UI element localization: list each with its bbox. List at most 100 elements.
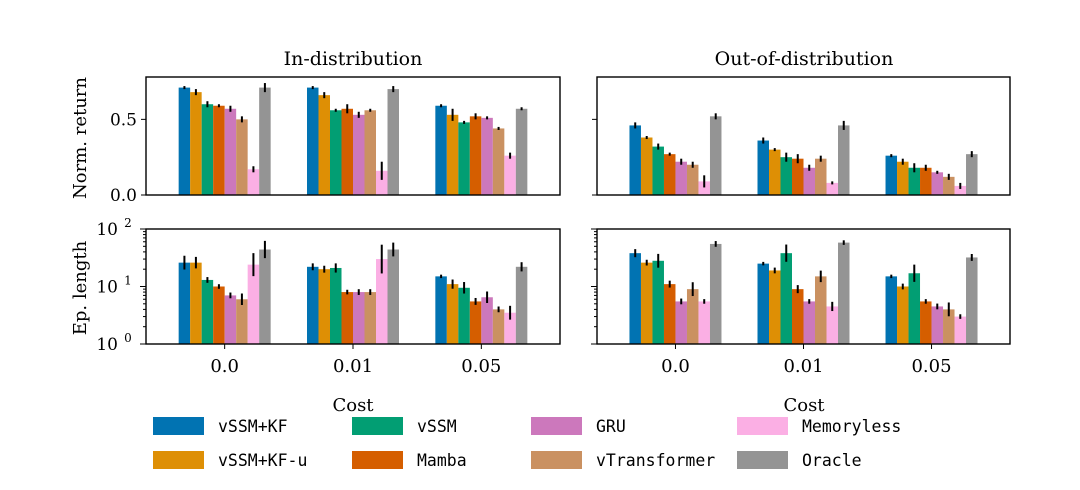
legend-label: Memoryless: [802, 417, 901, 436]
axes-frame: [596, 76, 1011, 196]
bar-Oracle: [259, 249, 271, 344]
bar-Oracle: [387, 89, 399, 195]
legend-swatch: [737, 417, 788, 435]
bar-vSSM+KF: [435, 276, 447, 344]
bar-vSSM+KF-u: [769, 270, 781, 344]
bar-vSSM: [201, 279, 214, 344]
bar-vSSM+KF: [178, 262, 191, 344]
bar-vSSM: [780, 253, 792, 344]
bar-GRU: [675, 301, 687, 344]
legend-item-Mamba: Mamba: [352, 451, 467, 470]
legend-label: vSSM+KF-u: [218, 451, 307, 470]
bar-vSSM: [201, 104, 214, 195]
legend: vSSM+KF vSSM+KF-u vSSM Mamba GRU vTransformer…: [153, 417, 901, 470]
panel-title-out-of-distribution: Out-of-distribution: [715, 48, 894, 70]
bar-vSSM+KF-u: [769, 149, 781, 195]
bar-GRU: [353, 114, 365, 195]
bar-GRU: [224, 295, 237, 344]
legend-item-vSSM+KF: vSSM+KF: [153, 417, 288, 436]
bar-vSSM+KF-u: [190, 262, 202, 344]
x-tick-label: 0.0: [210, 356, 239, 377]
bar-vSSM+KF-u: [446, 114, 459, 195]
bar-vSSM: [652, 146, 664, 195]
bar-vSSM+KF-u: [897, 286, 909, 344]
bar-Oracle: [838, 125, 850, 195]
bar-vTransformer: [815, 276, 827, 344]
y-tick-label: 10: [96, 220, 118, 240]
bar-vSSM+KF-u: [897, 161, 909, 195]
bar-Oracle: [709, 243, 722, 344]
axes-frame: [145, 76, 561, 196]
bar-vSSM+KF: [757, 140, 769, 195]
x-tick-label: 0.05: [461, 356, 501, 377]
xlabel-cost-right: Cost: [783, 395, 825, 416]
legend-swatch: [153, 451, 204, 469]
bar-Mamba: [341, 108, 353, 195]
bar-GRU: [481, 117, 493, 195]
bar-Mamba: [920, 301, 932, 344]
bar-vSSM+KF-u: [446, 284, 459, 344]
bar-Mamba: [213, 105, 225, 195]
bar-Memoryless: [698, 301, 710, 344]
bar-GRU: [931, 172, 944, 195]
bar-GRU: [803, 167, 815, 195]
bar-vTransformer: [686, 164, 699, 195]
bar-Mamba: [663, 154, 676, 195]
bar-vSSM: [330, 267, 342, 344]
bar-vSSM+KF: [757, 263, 769, 344]
bar-vSSM: [458, 122, 470, 195]
legend-item-vTransformer: vTransformer: [531, 451, 715, 470]
legend-item-Memoryless: Memoryless: [737, 417, 901, 436]
bar-vSSM+KF: [307, 266, 319, 344]
bar-vSSM: [330, 110, 342, 195]
bar-Oracle: [838, 242, 850, 344]
bar-Oracle: [709, 116, 722, 195]
bar-Oracle: [966, 154, 978, 195]
legend-swatch: [531, 451, 582, 469]
bar-vSSM: [908, 273, 921, 344]
legend-label: GRU: [596, 417, 626, 436]
y-tick-exponent: 1: [124, 274, 132, 288]
bar-vSSM+KF-u: [318, 95, 330, 195]
bar-vTransformer: [236, 119, 248, 195]
legend-label: Oracle: [802, 451, 862, 470]
bar-Memoryless: [826, 306, 838, 344]
bar-vSSM: [908, 167, 921, 195]
legend-item-vSSM: vSSM: [352, 417, 457, 436]
panel-out-return: [592, 76, 1011, 196]
panel-in-return: 0.0 0.5: [110, 76, 561, 206]
ylabel-norm-return: Norm. return: [70, 77, 91, 199]
bar-vTransformer: [364, 110, 376, 195]
bar-GRU: [481, 297, 493, 344]
bar-vTransformer: [364, 292, 376, 344]
bar-Oracle: [515, 266, 528, 344]
legend-label: vSSM: [417, 417, 457, 436]
bar-Mamba: [792, 158, 804, 195]
plot-area: 0.0 0.5 10 0 10 1 10 2 0.0 0.01 0.05 0.0 0.01 0.05: [96, 76, 1011, 377]
bar-Memoryless: [826, 182, 838, 195]
bar-vSSM: [458, 287, 470, 344]
y-tick-label: 10: [96, 335, 118, 355]
bar-vSSM: [652, 260, 664, 344]
bar-Mamba: [213, 286, 225, 344]
bar-GRU: [353, 292, 365, 344]
legend-swatch: [352, 451, 403, 469]
bar-Oracle: [966, 257, 978, 344]
legend-label: Mamba: [417, 451, 467, 470]
bar-Memoryless: [247, 264, 260, 344]
x-tick-label: 0.05: [911, 356, 951, 377]
panel-in-length: 10 0 10 1 10 2 0.0 0.01 0.05: [96, 216, 561, 377]
bar-vTransformer: [943, 309, 955, 344]
legend-label: vTransformer: [596, 451, 715, 470]
legend-item-Oracle: Oracle: [737, 451, 862, 470]
bar-Memoryless: [504, 312, 516, 344]
bar-GRU: [803, 301, 815, 344]
bar-vSSM+KF-u: [640, 137, 653, 195]
bar-Memoryless: [698, 181, 710, 195]
y-tick-exponent: 0: [124, 331, 132, 345]
bar-Memoryless: [376, 170, 388, 195]
legend-item-GRU: GRU: [531, 417, 626, 436]
x-tick-label: 0.0: [661, 356, 690, 377]
bar-vTransformer: [492, 309, 505, 344]
